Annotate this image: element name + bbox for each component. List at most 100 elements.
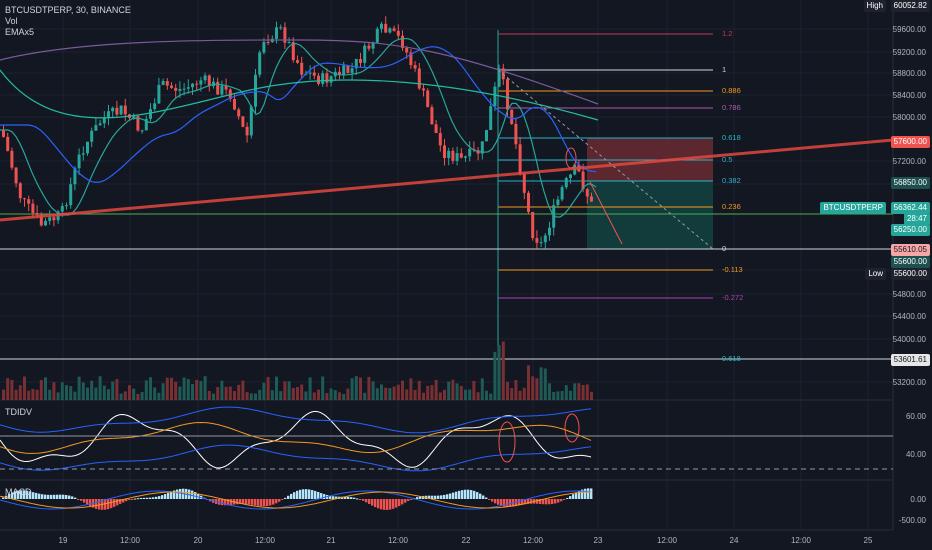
candle[interactable]: [14, 167, 18, 184]
macd-legend[interactable]: MACD: [5, 487, 32, 497]
candle[interactable]: [489, 106, 493, 130]
candle[interactable]: [388, 28, 392, 33]
candle[interactable]: [73, 168, 77, 185]
candle[interactable]: [287, 42, 291, 44]
candle[interactable]: [283, 27, 287, 43]
candle[interactable]: [338, 71, 341, 76]
candle[interactable]: [178, 89, 182, 91]
candle[interactable]: [451, 150, 455, 161]
candle[interactable]: [396, 30, 400, 36]
candle[interactable]: [275, 27, 278, 39]
candle[interactable]: [384, 23, 388, 33]
candle[interactable]: [329, 76, 333, 83]
candle[interactable]: [216, 81, 220, 95]
candle[interactable]: [539, 242, 543, 244]
candle[interactable]: [413, 65, 417, 69]
candle[interactable]: [98, 123, 102, 126]
candle[interactable]: [60, 206, 64, 212]
candle[interactable]: [245, 126, 249, 136]
candle[interactable]: [506, 79, 509, 110]
candle[interactable]: [375, 28, 379, 43]
candle[interactable]: [468, 148, 472, 157]
candle[interactable]: [195, 83, 199, 85]
candle[interactable]: [254, 74, 257, 107]
candle[interactable]: [279, 27, 283, 29]
candle[interactable]: [35, 213, 39, 215]
candle[interactable]: [581, 171, 585, 190]
candle[interactable]: [86, 141, 89, 154]
candle[interactable]: [543, 235, 547, 243]
candle[interactable]: [94, 125, 98, 131]
candle[interactable]: [77, 154, 81, 169]
candle[interactable]: [434, 124, 438, 134]
candle[interactable]: [174, 87, 178, 91]
candle[interactable]: [119, 105, 123, 115]
candle[interactable]: [531, 211, 535, 239]
candle[interactable]: [485, 129, 488, 142]
tdi-circle-1[interactable]: [498, 421, 516, 463]
candle[interactable]: [203, 75, 207, 81]
candle[interactable]: [10, 150, 14, 168]
candle[interactable]: [170, 85, 173, 88]
candle[interactable]: [65, 205, 68, 207]
candle[interactable]: [233, 99, 236, 110]
candle[interactable]: [359, 58, 362, 63]
candle[interactable]: [371, 42, 375, 49]
candle[interactable]: [560, 187, 564, 200]
candle[interactable]: [325, 73, 329, 83]
candle[interactable]: [249, 106, 253, 136]
candle[interactable]: [518, 144, 522, 174]
candle[interactable]: [102, 117, 106, 124]
candle[interactable]: [199, 80, 203, 85]
candle[interactable]: [308, 72, 312, 74]
candle[interactable]: [220, 85, 224, 95]
ema-line-fast[interactable]: [0, 37, 597, 218]
candle[interactable]: [426, 90, 430, 108]
candle[interactable]: [459, 153, 463, 158]
candle[interactable]: [39, 214, 43, 226]
candle[interactable]: [342, 65, 346, 76]
macd-signal-line[interactable]: [0, 491, 592, 509]
candle[interactable]: [144, 118, 148, 131]
candle[interactable]: [48, 217, 52, 221]
candle[interactable]: [132, 116, 136, 118]
candle[interactable]: [182, 88, 186, 90]
candle[interactable]: [527, 192, 530, 212]
candle[interactable]: [237, 109, 241, 117]
candle[interactable]: [52, 217, 56, 221]
candle[interactable]: [157, 84, 161, 104]
candle[interactable]: [535, 238, 539, 243]
tdi-circle-2[interactable]: [564, 413, 580, 443]
candle[interactable]: [107, 111, 110, 118]
projection-arrow[interactable]: [589, 181, 623, 245]
candle[interactable]: [186, 87, 190, 89]
candle[interactable]: [392, 28, 396, 31]
candle[interactable]: [493, 86, 497, 107]
ema-line-green[interactable]: [0, 69, 599, 121]
candle[interactable]: [590, 196, 593, 202]
candle[interactable]: [422, 88, 425, 91]
candle[interactable]: [363, 45, 367, 63]
candle[interactable]: [350, 68, 354, 73]
candle[interactable]: [455, 153, 459, 161]
candle[interactable]: [23, 198, 26, 200]
candle[interactable]: [354, 58, 358, 69]
candle[interactable]: [564, 178, 568, 188]
tdi-legend[interactable]: TDIDV: [5, 407, 32, 417]
candle[interactable]: [321, 73, 325, 84]
candle[interactable]: [401, 35, 404, 48]
candle[interactable]: [409, 52, 413, 66]
tdi-lower-band[interactable]: [0, 444, 592, 472]
macd-line[interactable]: [0, 490, 592, 510]
candle[interactable]: [522, 173, 526, 193]
candle[interactable]: [556, 199, 560, 206]
candle[interactable]: [27, 199, 31, 204]
symbol-legend[interactable]: BTCUSDTPERP, 30, BINANCE: [5, 5, 131, 15]
candle[interactable]: [312, 72, 316, 76]
projection-line[interactable]: [497, 69, 714, 250]
position-target-zone[interactable]: [587, 181, 713, 249]
tdi-rsi-line[interactable]: [0, 410, 592, 469]
candle[interactable]: [569, 174, 572, 179]
candle[interactable]: [464, 156, 467, 158]
